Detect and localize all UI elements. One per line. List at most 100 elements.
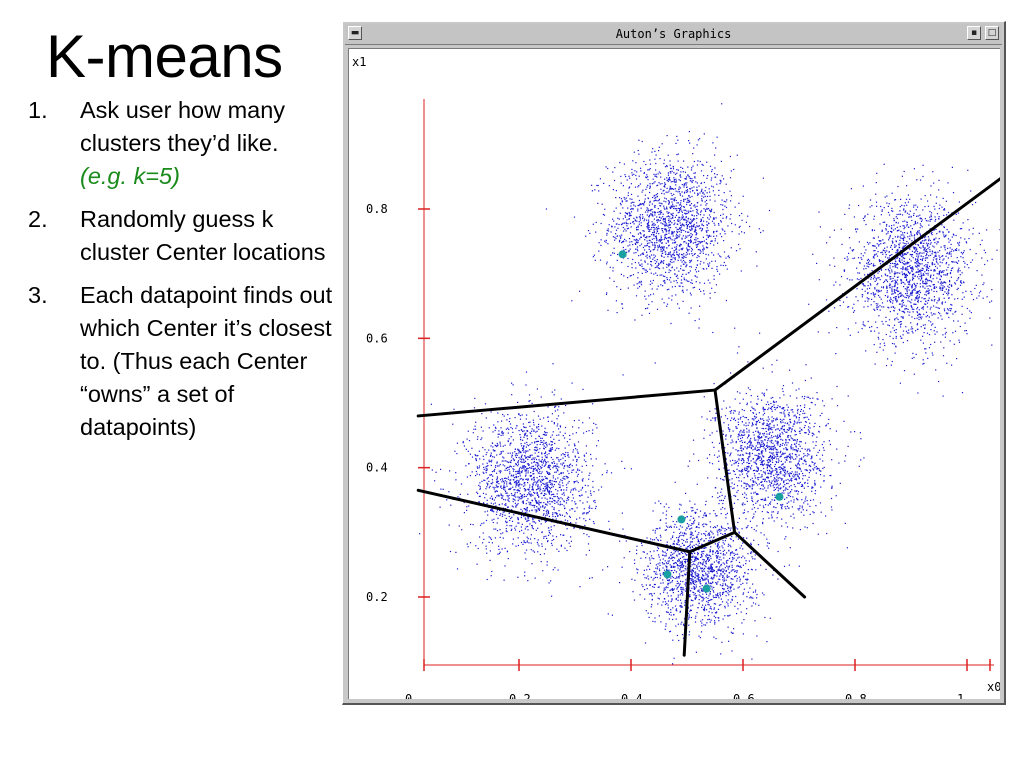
data-point [869,287,871,289]
data-point [678,307,680,309]
data-point [506,461,508,463]
data-point [653,238,655,240]
data-point [525,418,527,420]
data-point [558,439,560,441]
data-point [905,198,908,200]
data-point [687,197,689,200]
data-point [896,290,899,292]
data-point [468,463,470,465]
data-point [647,211,649,213]
window-menu-icon[interactable]: ▬ [348,26,362,40]
data-point [636,229,638,231]
data-point [553,461,555,463]
data-point [889,276,891,278]
data-point [662,280,665,282]
data-point [588,417,591,419]
data-point [574,503,576,505]
data-point [535,499,537,502]
data-point [928,280,931,282]
minimize-icon[interactable]: ▪ [967,26,981,40]
data-point [668,297,670,299]
data-point [932,245,934,247]
data-point [508,515,510,518]
data-point [899,261,901,263]
data-point [660,239,662,242]
data-point [494,426,497,428]
data-point [933,251,936,254]
data-point [558,434,560,436]
data-point [889,283,891,285]
data-point [916,298,918,300]
data-point [915,286,917,288]
data-point [522,501,524,503]
data-point [706,203,708,205]
data-point [978,232,980,234]
data-point [541,461,543,463]
data-point [515,463,517,465]
data-point [563,454,565,456]
data-point [517,460,520,462]
data-point [536,510,538,512]
data-point [661,203,663,205]
data-point [507,496,509,498]
data-point [655,235,657,237]
data-point [959,274,961,276]
window-titlebar[interactable]: ▬ Auton’s Graphics ▪ □ [345,24,1002,45]
data-point [572,489,574,491]
data-point [666,305,668,307]
data-point [896,272,898,274]
data-point [691,225,693,227]
data-point [908,226,910,228]
data-point [718,194,720,196]
data-point [894,319,896,321]
data-point [876,290,878,292]
data-point [635,174,637,177]
data-point [684,212,686,214]
data-point [637,186,639,188]
data-point [652,258,654,260]
data-point [908,281,910,283]
data-point [669,264,671,266]
data-point [683,219,685,221]
data-point [687,250,689,252]
data-point [719,273,721,275]
data-point [686,225,689,227]
data-point [568,496,570,499]
data-point [666,303,669,305]
data-point [918,318,920,321]
data-point [670,259,672,261]
data-point [646,223,648,225]
data-point [982,284,984,286]
data-point [643,172,645,174]
data-point [627,194,629,197]
data-point [652,293,655,295]
data-point [695,271,698,273]
data-point [919,286,921,288]
data-point [546,443,548,445]
data-point [536,502,538,504]
data-point [582,502,584,504]
data-point [527,580,529,582]
data-point [911,240,913,242]
data-point [587,496,589,498]
data-point [926,315,929,317]
data-point [533,476,535,478]
data-point [667,224,669,226]
data-point [711,260,713,262]
data-point [660,210,662,212]
data-point [471,456,474,458]
data-point [680,200,682,202]
data-point [718,224,720,226]
data-point [638,282,640,284]
data-point [702,248,704,251]
data-point [585,460,587,463]
data-point [527,529,529,531]
data-point [593,491,595,493]
data-point [639,204,641,206]
data-point [578,469,581,471]
data-point [668,227,670,229]
maximize-icon[interactable]: □ [985,26,999,40]
data-point [924,279,927,281]
data-point [899,258,901,260]
data-point [546,432,548,434]
